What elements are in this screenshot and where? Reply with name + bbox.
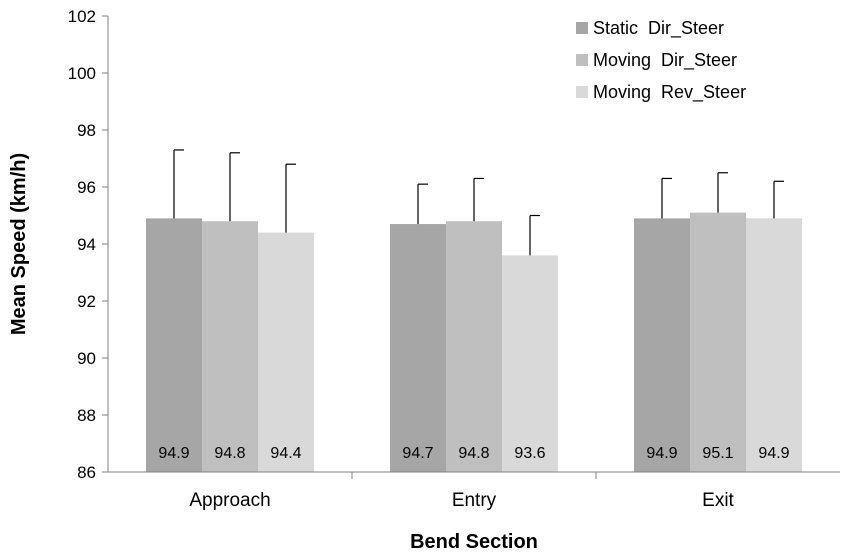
- bar: [634, 218, 690, 472]
- y-tick-label: 88: [77, 406, 96, 425]
- bar: [690, 212, 746, 472]
- x-category-label: Exit: [702, 490, 734, 511]
- bar: [202, 221, 258, 472]
- bar: [502, 255, 558, 472]
- bar: [146, 218, 202, 472]
- y-axis-title: Mean Speed (km/h): [8, 153, 30, 335]
- y-tick-label: 90: [77, 349, 96, 368]
- data-label: 94.9: [158, 445, 189, 462]
- data-label: 94.7: [402, 445, 433, 462]
- data-label: 94.8: [458, 445, 489, 462]
- error-bars-layer: [173, 149, 784, 256]
- legend-label: Static Dir_Steer: [593, 18, 724, 39]
- bar: [390, 224, 446, 472]
- bar: [446, 221, 502, 472]
- x-category-label: Entry: [452, 490, 497, 511]
- x-axis-title: Bend Section: [410, 531, 538, 553]
- bar: [746, 218, 802, 472]
- legend: Static Dir_Steer Moving Dir_Steer Moving R…: [576, 18, 746, 103]
- legend-label: Moving Dir_Steer: [593, 50, 737, 71]
- data-label: 94.9: [758, 445, 789, 462]
- y-tick-label: 92: [77, 292, 96, 311]
- legend-label: Moving Rev_Steer: [593, 82, 746, 103]
- bar: [258, 232, 314, 472]
- data-label: 94.9: [646, 445, 677, 462]
- legend-swatch: [576, 86, 588, 98]
- y-tick-label: 86: [77, 463, 96, 482]
- y-ticks-layer: 86 88 90 92 94 96 98 100 102: [68, 7, 108, 482]
- data-label: 95.1: [702, 445, 733, 462]
- data-label: 93.6: [514, 445, 545, 462]
- data-label: 94.8: [214, 445, 245, 462]
- y-tick-label: 100: [68, 64, 96, 83]
- y-tick-label: 94: [77, 235, 96, 254]
- x-category-label: Approach: [189, 490, 270, 511]
- legend-swatch: [576, 22, 588, 34]
- y-tick-label: 98: [77, 121, 96, 140]
- x-categories-layer: Approach Entry Exit: [189, 472, 735, 511]
- y-tick-label: 96: [77, 178, 96, 197]
- data-label: 94.4: [270, 445, 301, 462]
- legend-swatch: [576, 54, 588, 66]
- data-labels-layer: 94.9 94.8 94.4 94.7 94.8 93.6 94.9 95.1 94.9: [158, 445, 789, 462]
- bars-layer: [146, 212, 802, 472]
- y-tick-label: 102: [68, 7, 96, 26]
